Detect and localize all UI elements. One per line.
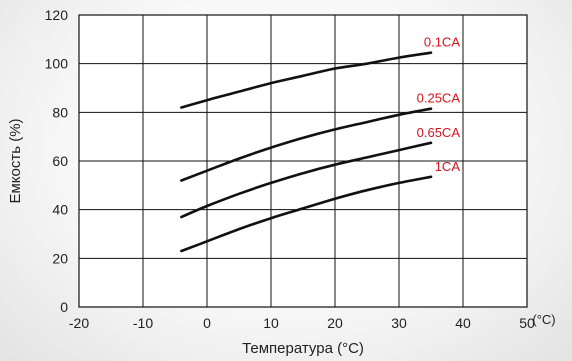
x-tick-label: 20 [327, 315, 343, 331]
x-axis-ticks: -20 -10 0 10 20 30 40 50 [69, 315, 535, 331]
y-tick-label: 100 [45, 56, 69, 72]
y-tick-label: 40 [52, 202, 68, 218]
series-label-0-1ca: 0.1CA [424, 35, 460, 50]
y-axis-title: Емкость (%) [7, 118, 24, 203]
x-tick-label: 50 [519, 315, 535, 331]
x-tick-label: 10 [263, 315, 279, 331]
x-axis-unit: (°C) [532, 312, 555, 327]
x-axis-title: Температура (°C) [242, 340, 364, 357]
y-tick-label: 20 [52, 250, 68, 266]
y-tick-label: 120 [45, 7, 69, 23]
series-label-1ca: 1CA [435, 159, 461, 174]
series-line-0-1ca [180, 51, 433, 109]
series-lines [180, 51, 433, 253]
y-tick-label: 60 [52, 153, 68, 169]
x-tick-label: -20 [69, 315, 89, 331]
y-tick-label: 0 [60, 299, 68, 315]
series-line-0-25ca [180, 107, 433, 182]
x-tick-label: 30 [391, 315, 407, 331]
x-tick-label: -10 [133, 315, 153, 331]
x-tick-label: 0 [203, 315, 211, 331]
y-axis-ticks: 0 20 40 60 80 100 120 [45, 7, 69, 315]
series-labels: 0.1CA 0.25CA 0.65CA 1CA [417, 35, 461, 174]
grid [79, 15, 527, 307]
series-label-0-65ca: 0.65CA [417, 125, 461, 140]
y-tick-label: 80 [52, 104, 68, 120]
x-tick-label: 40 [455, 315, 471, 331]
series-line-1ca [180, 175, 433, 253]
series-label-0-25ca: 0.25CA [417, 91, 461, 106]
series-line-0-65ca [180, 141, 433, 219]
